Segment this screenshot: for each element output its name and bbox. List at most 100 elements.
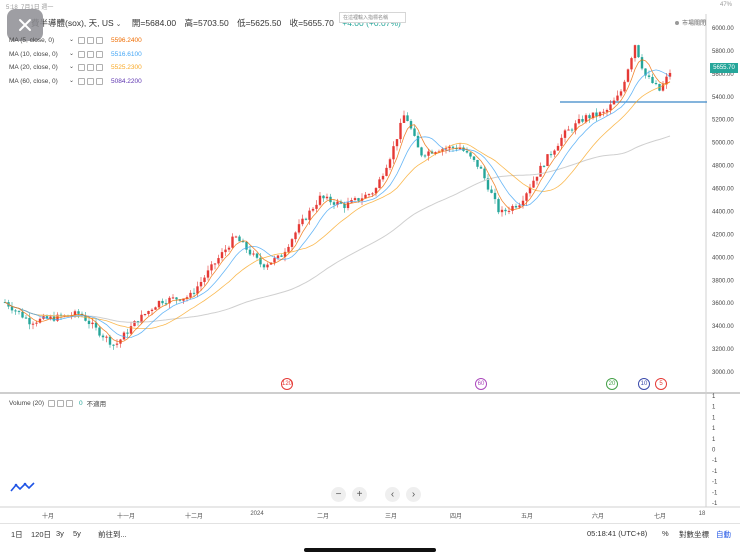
chevron-down-icon[interactable]: ⌄ — [69, 77, 75, 84]
x-tick-label: 四月 — [449, 514, 463, 520]
candle-body — [59, 314, 63, 317]
volume-tick-label: 1 — [712, 405, 716, 411]
volume-tick-label: -1 — [712, 490, 718, 496]
candle-body — [287, 246, 290, 252]
candle-body — [192, 292, 196, 294]
price-tick-label: 3000.00 — [712, 370, 734, 376]
visibility-icon[interactable] — [78, 50, 86, 58]
candle-body — [574, 123, 577, 131]
open-value: 開=5684.00 — [131, 18, 177, 28]
candle-body — [633, 45, 637, 59]
symbol-name[interactable]: 半導體(sox), 天, US — [39, 18, 114, 28]
remove-icon[interactable] — [66, 399, 74, 407]
candle-body — [630, 58, 633, 70]
candle-body — [31, 323, 35, 325]
candle-body — [434, 152, 437, 154]
status-time: 5:18 7月1日 週一 — [6, 5, 54, 11]
candle-body — [108, 336, 112, 345]
time-axis[interactable]: 十月 十一月 十二月 2024 二月 三月 四月 五月 六月 七月 18 — [0, 509, 720, 521]
close-button[interactable] — [7, 9, 43, 41]
remove-icon[interactable] — [96, 64, 104, 72]
price-tick-label: 3400.00 — [712, 324, 734, 330]
chevron-down-icon[interactable]: ⌄ — [69, 37, 75, 43]
candle-body — [581, 119, 584, 122]
candle-body — [28, 318, 31, 325]
range-120d-button[interactable]: 120日 — [31, 530, 52, 539]
zoom-in-button[interactable]: + — [352, 487, 367, 502]
visibility-icon[interactable] — [48, 399, 56, 407]
candle-body — [105, 336, 108, 338]
candle-body — [427, 151, 430, 156]
candle-body — [553, 150, 556, 155]
settings-icon[interactable] — [87, 64, 95, 72]
remove-icon[interactable] — [96, 77, 104, 85]
candle-body — [409, 121, 413, 129]
candle-body — [598, 112, 602, 117]
candle-body — [647, 75, 651, 77]
visibility-icon[interactable] — [78, 77, 86, 85]
ma-value: 5084.2200 — [111, 77, 142, 85]
tradingview-logo[interactable] — [10, 482, 36, 496]
ma-legend-row[interactable]: MA (5, close, 0) ⌄ 5596.2400 — [9, 34, 142, 48]
candle-body — [556, 145, 560, 151]
price-tick-label: 3200.00 — [712, 347, 734, 353]
x-tick-label: 2024 — [250, 511, 264, 517]
settings-icon[interactable] — [87, 37, 95, 45]
chevron-down-icon[interactable]: ⌄ — [115, 21, 122, 28]
ma-legend-row[interactable]: MA (20, close, 0) ⌄ 5525.2300 — [9, 61, 142, 75]
chevron-down-icon[interactable]: ⌄ — [69, 64, 75, 70]
volume-label: Volume (20) — [9, 399, 45, 407]
candle-body — [318, 195, 322, 205]
x-tick-label: 十一月 — [116, 514, 136, 520]
volume-tick-label: 1 — [712, 394, 716, 400]
settings-icon[interactable] — [87, 77, 95, 85]
volume-tick-label: 1 — [712, 415, 716, 421]
candle-body — [14, 310, 17, 312]
candle-body — [364, 194, 367, 199]
goto-button[interactable]: 前往到... — [98, 530, 127, 539]
ma5-line — [4, 59, 671, 343]
market-status: 市場關閉 — [674, 18, 706, 27]
candle-body — [563, 130, 567, 138]
candle-body — [154, 307, 157, 310]
settings-icon[interactable] — [87, 50, 95, 58]
ma-legend-row[interactable]: MA (10, close, 0) ⌄ 5516.6100 — [9, 48, 142, 62]
ma-legend-row[interactable]: MA (60, close, 0) ⌄ 5084.2200 — [9, 75, 142, 89]
candle-body — [567, 129, 570, 131]
candle-body — [122, 332, 126, 340]
scroll-right-button[interactable]: › — [406, 487, 421, 502]
zoom-out-button[interactable]: − — [331, 487, 346, 502]
candle-body — [73, 311, 77, 316]
candle-body — [241, 241, 245, 243]
candle-body — [297, 224, 301, 233]
log-scale-toggle[interactable]: 對數坐標 — [679, 530, 709, 539]
indicator-search-field[interactable]: 在這裡輸入指標名稱 — [339, 12, 406, 23]
percent-toggle[interactable]: % — [662, 529, 669, 538]
candle-body — [392, 146, 395, 160]
chevron-down-icon[interactable]: ⌄ — [69, 50, 75, 57]
remove-icon[interactable] — [96, 37, 104, 45]
candle-body — [626, 69, 630, 82]
range-5y-button[interactable]: 5y — [73, 529, 81, 538]
auto-scale-toggle[interactable]: 自動 — [716, 530, 731, 539]
high-value: 高=5703.50 — [184, 18, 229, 28]
candle-body — [584, 115, 588, 122]
remove-icon[interactable] — [96, 50, 104, 58]
candle-body — [147, 311, 150, 315]
status-dot-icon — [674, 21, 679, 26]
settings-icon[interactable] — [57, 399, 65, 407]
volume-tick-label: -1 — [712, 501, 718, 507]
candle-body — [469, 152, 472, 157]
range-1d-button[interactable]: 1日 — [11, 530, 23, 539]
visibility-icon[interactable] — [78, 64, 86, 72]
scroll-left-button[interactable]: ‹ — [385, 487, 400, 502]
range-3y-button[interactable]: 3y — [56, 529, 64, 538]
volume-legend[interactable]: Volume (20) 0 不適用 — [9, 398, 106, 408]
candle-body — [623, 81, 626, 92]
candle-body — [577, 119, 581, 124]
candle-body — [518, 205, 521, 208]
candle-body — [280, 255, 283, 257]
price-chart[interactable]: 6000.00 5800.00 5600.00 5400.00 5200.00 5000.… — [0, 0, 740, 540]
candle-body — [388, 159, 392, 168]
visibility-icon[interactable] — [78, 37, 86, 45]
